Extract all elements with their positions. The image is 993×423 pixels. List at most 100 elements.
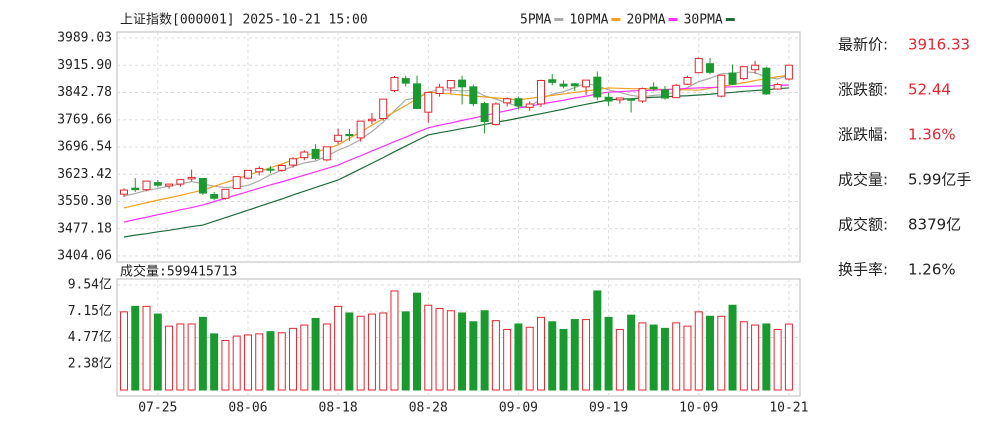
candle-body: [300, 151, 309, 159]
volume-bar: [683, 325, 692, 391]
y-tick-label: 4.77亿: [68, 330, 112, 345]
candle-body: [548, 79, 557, 83]
candle-body: [514, 98, 523, 107]
stat-label: 最新价:: [838, 36, 888, 54]
volume-bar: [334, 305, 343, 391]
volume-bar: [424, 304, 433, 391]
candle-body: [660, 89, 669, 99]
ma-line: [123, 74, 789, 209]
legend-label: 30PMA: [684, 13, 723, 28]
volume-bar: [660, 327, 669, 391]
candle-body: [424, 91, 433, 113]
volume-bar: [739, 321, 748, 391]
stat-value: 52.44: [908, 81, 951, 99]
ma-line: [123, 87, 789, 238]
volume-bar: [277, 332, 286, 391]
x-tick-label: 08-28: [409, 401, 448, 416]
volume-bar: [762, 323, 771, 391]
candle-body: [243, 169, 252, 179]
volume-bar: [198, 316, 207, 391]
volume-bar: [728, 304, 737, 391]
candle-body: [627, 98, 636, 101]
volume-bar: [570, 319, 579, 391]
volume-bar: [469, 321, 478, 391]
volume-bar: [413, 292, 422, 391]
x-tick-label: 09-09: [499, 401, 538, 416]
candle-body: [131, 187, 140, 191]
volume-bar: [255, 333, 264, 391]
volume-bar: [706, 315, 715, 391]
volume-bar: [751, 324, 760, 391]
candle-body: [367, 118, 376, 122]
stat-value: 5.99亿手: [908, 171, 971, 189]
candle-body: [593, 76, 602, 98]
candle-body: [120, 189, 128, 195]
volume-bar: [672, 322, 681, 391]
candle-body: [221, 188, 230, 199]
candle-body: [604, 96, 613, 102]
stat-label: 换手率:: [838, 261, 888, 279]
candle-body: [401, 78, 410, 84]
volume-bar: [266, 331, 275, 391]
stat-value: 8379亿: [908, 216, 961, 234]
volume-bar: [379, 312, 388, 391]
legend-swatch: [554, 18, 564, 21]
volume-bar: [480, 310, 489, 391]
legend-label: 10PMA: [569, 13, 608, 28]
y-tick-label: 3696.54: [57, 140, 112, 155]
candle-body: [773, 84, 782, 90]
x-tick-label: 10-09: [679, 401, 718, 416]
candle-body: [683, 77, 692, 85]
volume-bar: [131, 305, 140, 391]
y-tick-label: 3477.18: [57, 221, 112, 236]
volume-bar: [784, 323, 793, 391]
candle-body: [153, 182, 162, 186]
volume-bar: [187, 323, 196, 391]
volume-bar: [356, 315, 365, 391]
volume-bar: [390, 290, 399, 391]
x-tick-label: 08-18: [319, 401, 358, 416]
volume-bar: [503, 328, 512, 391]
y-tick-label: 9.54亿: [68, 278, 112, 293]
volume-bar: [559, 328, 568, 391]
stat-value: 1.36%: [908, 126, 956, 144]
candle-body: [739, 66, 748, 80]
candle-body: [322, 146, 331, 161]
candle-body: [638, 88, 647, 102]
candle-body: [672, 84, 681, 99]
volume-bar: [582, 319, 591, 391]
candle-body: [694, 58, 703, 74]
stat-value: 3916.33: [908, 36, 970, 54]
candle-body: [649, 86, 658, 90]
candle-body: [198, 178, 207, 194]
candle-body: [728, 72, 737, 85]
x-tick-label: 10-21: [769, 401, 808, 416]
candle-body: [187, 176, 196, 180]
volume-bar: [458, 312, 467, 391]
volume-bar: [593, 290, 602, 391]
candle-body: [582, 79, 591, 88]
candle-body: [176, 179, 185, 185]
volume-bar: [221, 339, 230, 391]
volume-bar: [548, 321, 557, 391]
legend-swatch: [611, 18, 621, 21]
stat-value: 1.26%: [908, 261, 956, 279]
volume-bar: [289, 327, 298, 391]
candle-body: [311, 148, 320, 159]
volume-bar: [773, 328, 782, 391]
candle-body: [784, 64, 793, 80]
volume-bar: [717, 315, 726, 391]
legend-label: 20PMA: [626, 13, 665, 28]
volume-bar: [120, 311, 128, 391]
volume-bar: [345, 312, 354, 391]
candle-body: [469, 86, 478, 105]
stat-label: 成交额:: [838, 216, 888, 234]
volume-bar: [525, 326, 534, 391]
candle-body: [142, 180, 151, 191]
candle-body: [570, 83, 579, 87]
volume-bar: [243, 334, 252, 391]
y-tick-label: 3989.03: [57, 31, 112, 46]
volume-bar: [176, 323, 185, 391]
volume-bar: [694, 311, 703, 391]
candle-body: [559, 83, 568, 87]
